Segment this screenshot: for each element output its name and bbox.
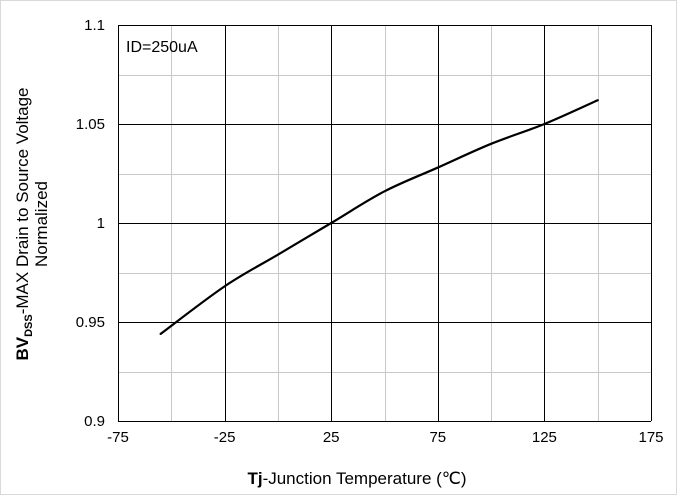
major-gridlines (118, 25, 652, 422)
series-line (159, 99, 599, 335)
x-tick-labels: -75 -25 25 75 125 175 (107, 429, 663, 446)
x-tick-label: 25 (323, 429, 340, 446)
y-tick-label: 1 (97, 215, 105, 232)
y-axis-title-text: -MAX Drain to Source Voltage (13, 87, 32, 314)
condition-annotation: ID=250uA (126, 39, 198, 56)
y-axis-title: BVDSS-MAX Drain to Source Voltage Normal… (13, 87, 51, 360)
y-axis-title-line1: BVDSS-MAX Drain to Source Voltage (13, 87, 35, 360)
x-tick-label: 75 (429, 429, 446, 446)
series-layer (159, 99, 599, 335)
x-tick-label: 125 (532, 429, 557, 446)
x-axis-title-text: -Junction Temperature (℃) (263, 469, 467, 488)
y-axis-title-subscript: DSS (23, 314, 35, 337)
y-axis-title-symbol: BV (13, 336, 32, 360)
y-tick-label: 0.95 (76, 314, 105, 331)
x-tick-label: -25 (214, 429, 236, 446)
x-tick-label: 175 (638, 429, 663, 446)
x-axis-title: Tj-Junction Temperature (℃) (247, 469, 466, 488)
x-tick-label: -75 (107, 429, 129, 446)
y-axis-title-line2: Normalized (32, 181, 51, 267)
y-tick-label: 1.05 (76, 116, 105, 133)
y-tick-label: 1.1 (84, 17, 105, 34)
y-tick-label: 0.9 (84, 413, 105, 430)
minor-gridlines (118, 25, 651, 421)
y-tick-labels: 0.9 0.95 1 1.05 1.1 (76, 17, 105, 430)
x-axis-title-symbol: Tj (247, 469, 262, 488)
